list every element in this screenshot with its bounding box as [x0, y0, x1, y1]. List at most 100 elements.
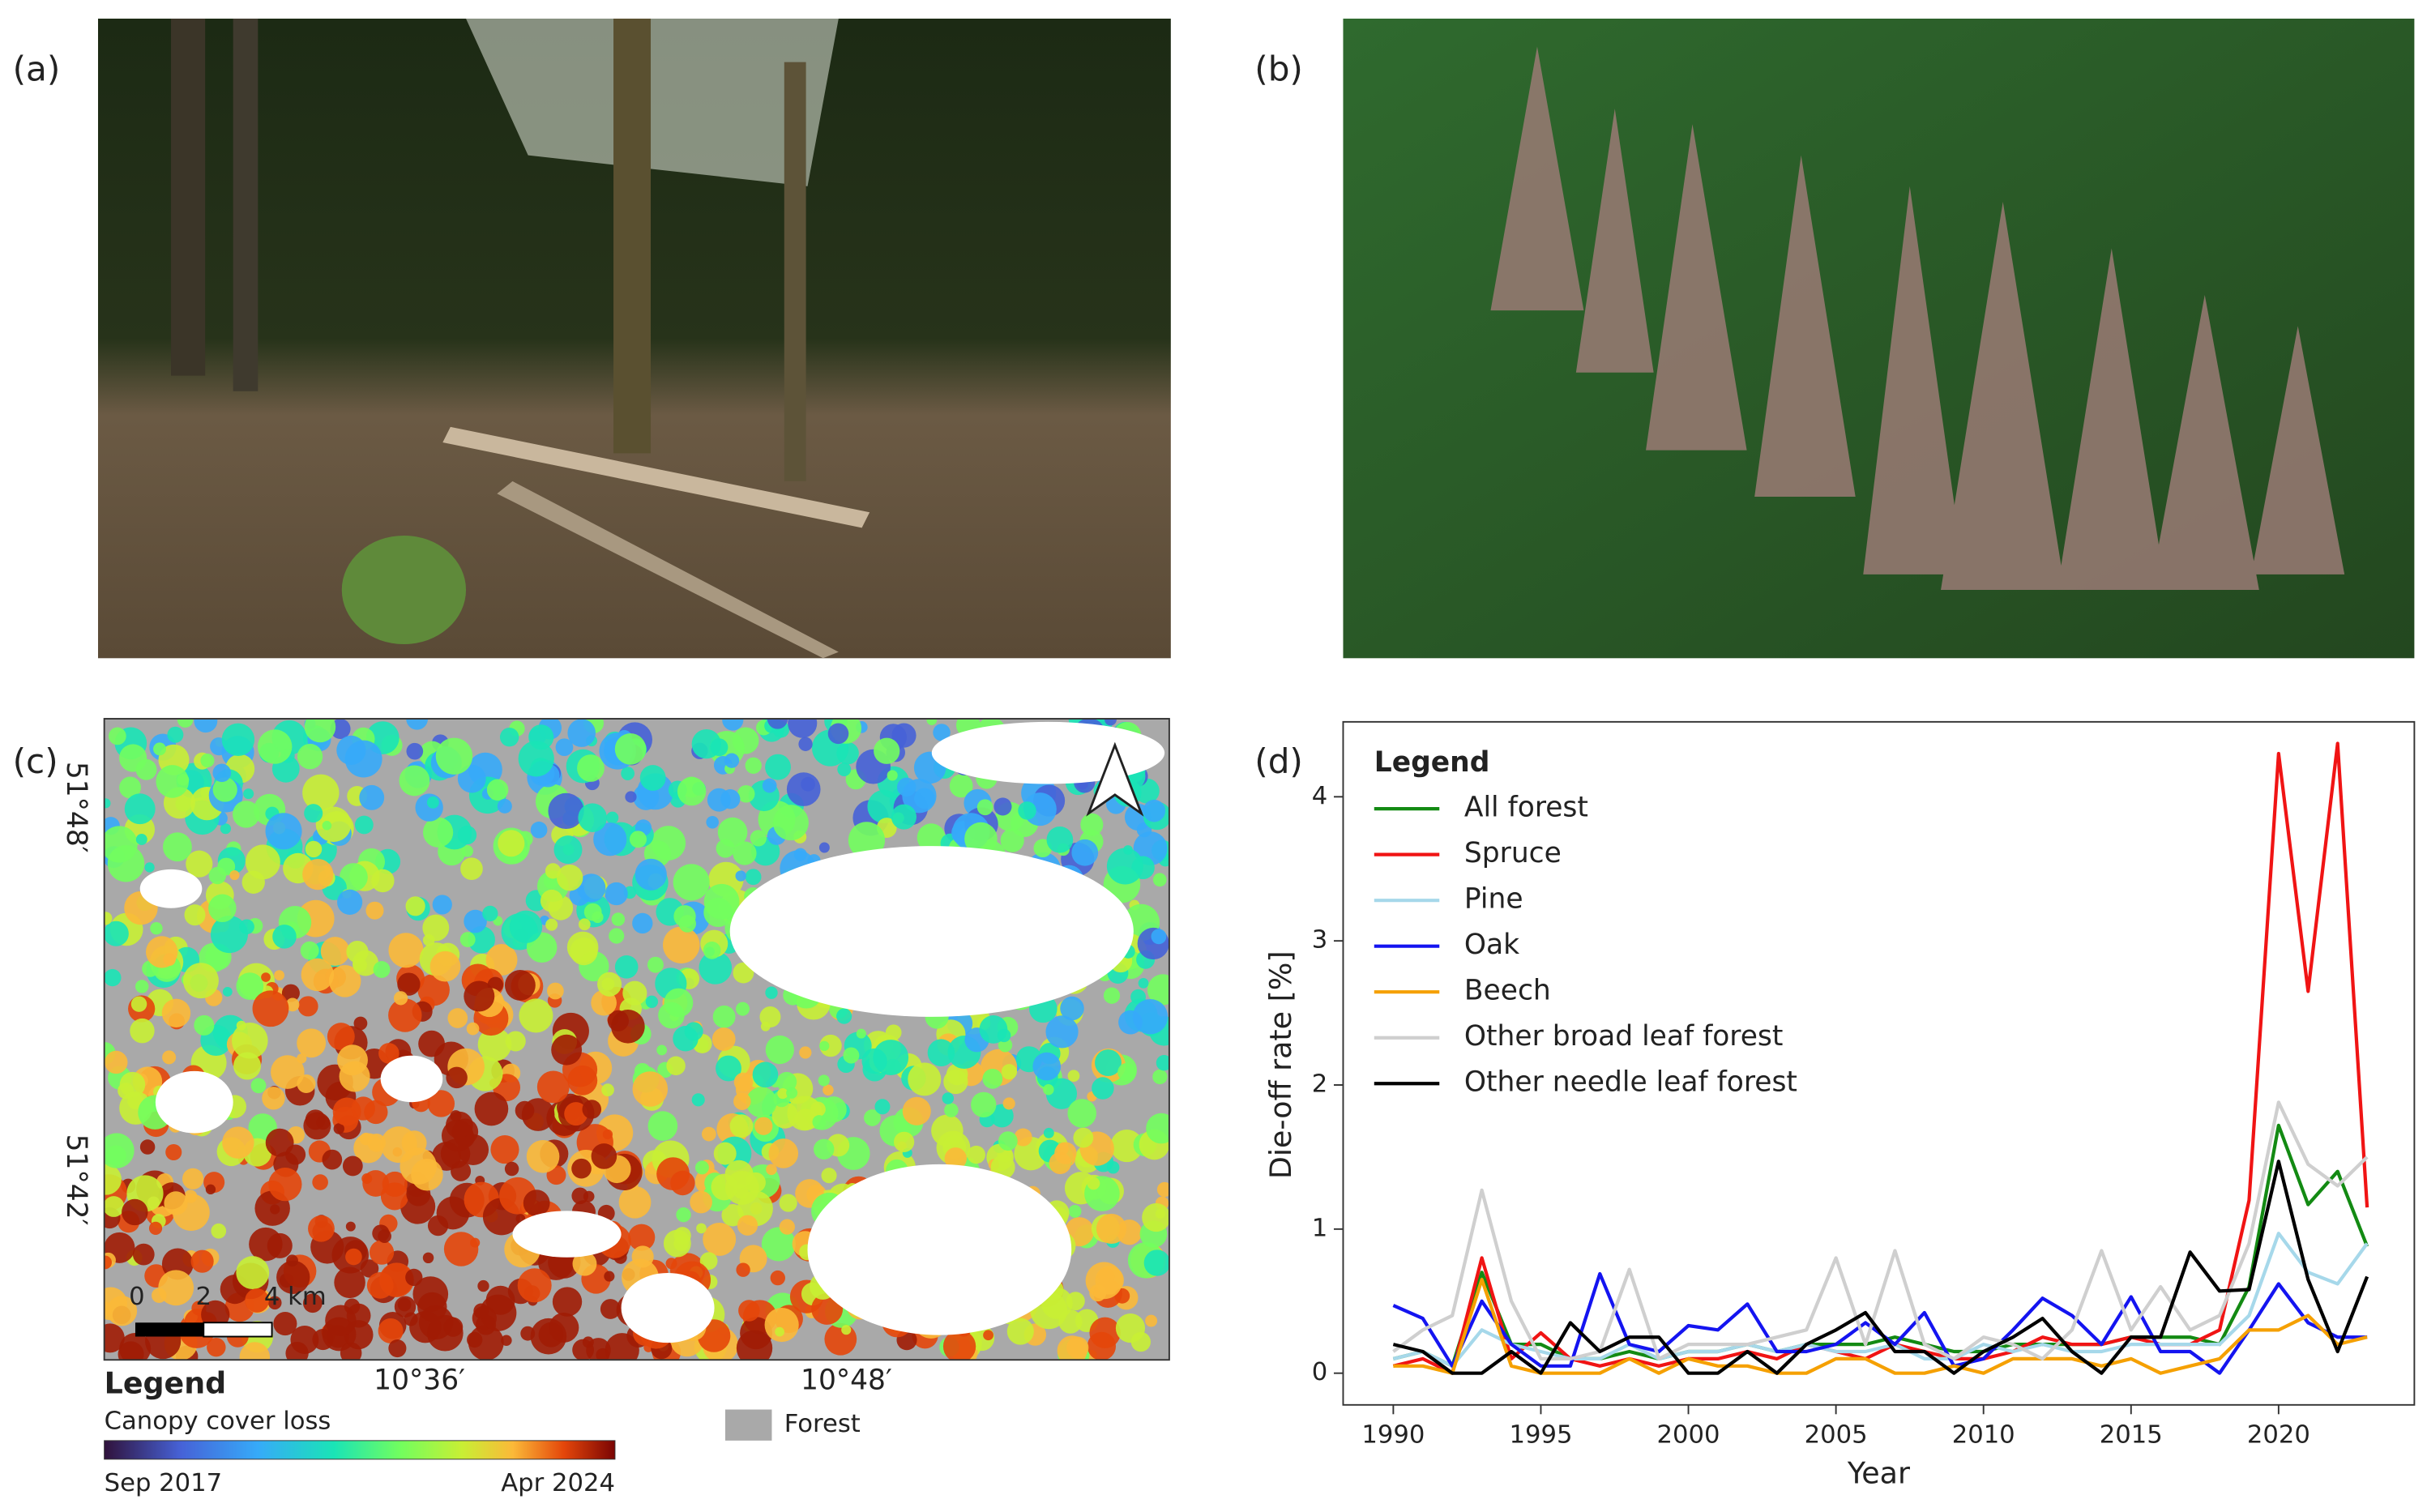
map-patch	[745, 869, 762, 886]
map-patch	[777, 1087, 788, 1100]
map-patch	[285, 997, 300, 1012]
map-patch	[344, 1298, 361, 1315]
map-patch	[1060, 996, 1084, 1021]
map-patch	[353, 1016, 368, 1031]
map-patch	[108, 727, 126, 745]
map-patch	[651, 826, 686, 861]
map-patch	[944, 1103, 959, 1117]
map-patch	[451, 1160, 472, 1181]
map-patch	[736, 1262, 750, 1277]
map-patch	[119, 1333, 152, 1360]
map-patch	[417, 973, 450, 1006]
map-patch	[301, 958, 335, 992]
map-patch	[265, 813, 302, 850]
map-patch	[810, 1101, 826, 1117]
map-patch	[1106, 848, 1143, 885]
legend-label: Spruce	[1464, 837, 1562, 869]
map-patch	[819, 1040, 830, 1052]
map-patch	[647, 956, 664, 973]
y-tick-label: 3	[1312, 926, 1328, 955]
map-patch	[271, 1055, 305, 1089]
map-patch	[799, 1046, 812, 1059]
map-patch	[427, 1090, 455, 1117]
map-patch	[908, 1062, 942, 1096]
map-patch	[473, 1303, 489, 1319]
map-patch	[1006, 1318, 1034, 1345]
map-patch	[365, 901, 384, 920]
map-patch	[208, 866, 227, 885]
map-patch	[281, 984, 300, 1002]
map-patch	[703, 1222, 737, 1256]
map-patch	[467, 1331, 483, 1348]
map-patch	[765, 1035, 794, 1065]
map-patch	[139, 1139, 156, 1155]
map-patch	[422, 1252, 434, 1264]
map-patch	[505, 1031, 526, 1052]
map-patch	[177, 773, 190, 786]
map-patch	[482, 905, 498, 922]
x-axis-label: Year	[1847, 1456, 1910, 1491]
map-patch	[1046, 826, 1074, 853]
map-patch	[297, 996, 318, 1017]
map-patch	[600, 1299, 621, 1319]
map-patch	[662, 926, 700, 963]
map-patch	[104, 1196, 125, 1217]
map-patch	[400, 1147, 437, 1185]
map-patch	[124, 793, 156, 825]
map-patch	[388, 998, 422, 1032]
map-patch	[303, 1112, 331, 1140]
map-patch	[205, 1184, 216, 1195]
map-patch	[713, 1142, 737, 1165]
map-patch	[119, 744, 147, 772]
map-patch	[406, 719, 428, 730]
legend-label: Beech	[1464, 975, 1551, 1007]
map-patch	[666, 1056, 686, 1076]
map-patch	[498, 830, 525, 857]
map-patch	[764, 1307, 799, 1343]
map-patch	[104, 798, 111, 809]
map-patch	[1032, 1052, 1062, 1081]
map-patch	[548, 792, 584, 830]
map-patch	[267, 1232, 293, 1258]
map-patch	[460, 857, 483, 881]
map-patch	[694, 1160, 709, 1175]
map-patch	[684, 1022, 703, 1041]
map-patch	[848, 822, 886, 859]
map-patch	[104, 1164, 122, 1195]
map-patch	[703, 883, 740, 920]
map-patch	[429, 950, 461, 982]
map-patch	[647, 1111, 678, 1141]
map-patch	[446, 1066, 468, 1089]
map-patch	[703, 942, 721, 959]
map-patch	[1071, 839, 1099, 866]
map-patch	[432, 895, 452, 915]
map-patch	[738, 1300, 760, 1322]
map-patch	[322, 821, 332, 831]
map-patch	[388, 933, 424, 968]
map-patch	[194, 719, 218, 733]
map-patch	[297, 743, 323, 770]
map-patch	[813, 1138, 835, 1160]
map-nonforest	[380, 1055, 443, 1103]
map-patch	[1138, 977, 1149, 989]
map-patch	[286, 1254, 298, 1267]
map-patch	[927, 1039, 955, 1066]
map-patch	[509, 910, 543, 944]
lon-label: 10°48′	[801, 1365, 892, 1397]
map-patch	[635, 858, 667, 891]
map-patch	[130, 996, 147, 1012]
map-patch	[582, 1100, 602, 1119]
map-patch	[779, 1194, 797, 1212]
map-patch	[605, 1333, 639, 1360]
map-patch	[457, 825, 477, 845]
scale-label: 2	[196, 1283, 212, 1311]
map-patch	[545, 863, 562, 879]
map-patch	[553, 835, 583, 865]
map-patch	[177, 719, 194, 728]
map-patch	[382, 1171, 408, 1198]
map-patch	[1087, 1331, 1117, 1360]
map-patch	[359, 784, 385, 810]
map-patch	[523, 1190, 550, 1217]
map-patch	[567, 1065, 598, 1096]
map-patch	[690, 1190, 712, 1214]
